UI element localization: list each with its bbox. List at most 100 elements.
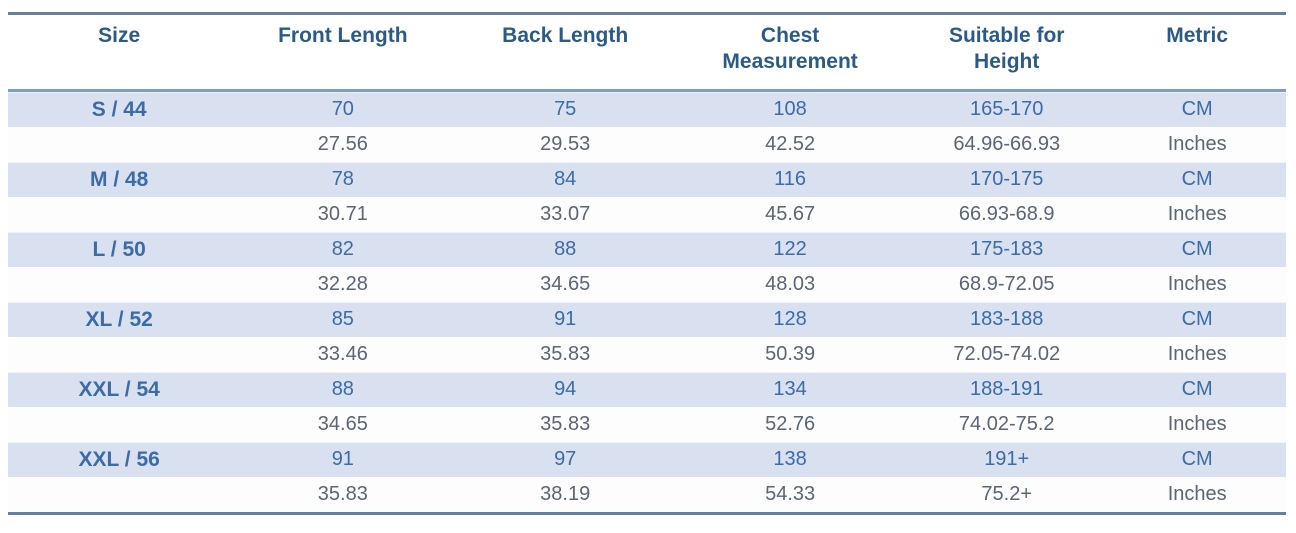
size-cell	[8, 127, 231, 162]
cell-front-length: 34.65	[230, 407, 456, 442]
cell-chest-measurement: 116	[675, 162, 906, 197]
cell-chest-measurement: 138	[675, 442, 906, 477]
cell-suitable-height: 175-183	[905, 232, 1109, 267]
size-cell: XXL / 54	[8, 372, 231, 407]
cell-metric: CM	[1108, 162, 1286, 197]
cell-back-length: 33.07	[455, 197, 676, 232]
header-row: Size Front Length Back Length Chest Measure…	[8, 13, 1286, 92]
size-chart-table: Size Front Length Back Length Chest Measure…	[8, 12, 1286, 515]
column-header-label: Metric	[1166, 24, 1229, 47]
column-header-chest-measurement: Chest Measurement	[675, 13, 906, 92]
column-header-size: Size	[8, 13, 231, 92]
size-cell	[8, 477, 231, 514]
cell-back-length: 75	[455, 90, 676, 127]
cell-metric: CM	[1108, 90, 1286, 127]
cell-back-length: 35.83	[455, 337, 676, 372]
cell-metric: Inches	[1108, 337, 1286, 372]
cell-back-length: 88	[455, 232, 676, 267]
column-header-label: Size	[98, 24, 141, 47]
size-cell: S / 44	[8, 90, 231, 127]
size-cell: XL / 52	[8, 302, 231, 337]
column-header-back-length: Back Length	[455, 13, 676, 92]
cell-back-length: 34.65	[455, 267, 676, 302]
size-cell: L / 50	[8, 232, 231, 267]
cell-metric: CM	[1108, 232, 1286, 267]
cell-metric: CM	[1108, 442, 1286, 477]
cell-front-length: 35.83	[230, 477, 456, 514]
table-row-cm-10: XXL / 56 91 97 138 191+ CM	[8, 442, 1286, 477]
column-header-front-length: Front Length	[230, 13, 456, 92]
cell-back-length: 94	[455, 372, 676, 407]
cell-suitable-height: 183-188	[905, 302, 1109, 337]
size-cell	[8, 267, 231, 302]
size-cell: M / 48	[8, 162, 231, 197]
cell-front-length: 88	[230, 372, 456, 407]
cell-metric: CM	[1108, 372, 1286, 407]
cell-chest-measurement: 52.76	[675, 407, 906, 442]
size-chart: Size Front Length Back Length Chest Measure…	[8, 12, 1286, 515]
cell-suitable-height: 170-175	[905, 162, 1109, 197]
cell-suitable-height: 191+	[905, 442, 1109, 477]
column-header-label: Chest Measurement	[722, 24, 858, 74]
cell-suitable-height: 165-170	[905, 90, 1109, 127]
column-header-label: Front Length	[278, 24, 408, 47]
cell-front-length: 85	[230, 302, 456, 337]
cell-chest-measurement: 122	[675, 232, 906, 267]
cell-back-length: 91	[455, 302, 676, 337]
column-header-label: Back Length	[502, 24, 629, 47]
cell-back-length: 97	[455, 442, 676, 477]
table-row-inches-1: 27.56 29.53 42.52 64.96-66.93 Inches	[8, 127, 1286, 162]
cell-back-length: 29.53	[455, 127, 676, 162]
cell-metric: Inches	[1108, 127, 1286, 162]
cell-back-length: 35.83	[455, 407, 676, 442]
cell-suitable-height: 64.96-66.93	[905, 127, 1109, 162]
size-cell	[8, 337, 231, 372]
cell-chest-measurement: 48.03	[675, 267, 906, 302]
cell-back-length: 38.19	[455, 477, 676, 514]
cell-back-length: 84	[455, 162, 676, 197]
cell-suitable-height: 66.93-68.9	[905, 197, 1109, 232]
table-row-inches-3: 30.71 33.07 45.67 66.93-68.9 Inches	[8, 197, 1286, 232]
cell-front-length: 27.56	[230, 127, 456, 162]
cell-chest-measurement: 42.52	[675, 127, 906, 162]
cell-front-length: 32.28	[230, 267, 456, 302]
table-row-cm-8: XXL / 54 88 94 134 188-191 CM	[8, 372, 1286, 407]
table-row-inches-7: 33.46 35.83 50.39 72.05-74.02 Inches	[8, 337, 1286, 372]
cell-suitable-height: 75.2+	[905, 477, 1109, 514]
cell-suitable-height: 188-191	[905, 372, 1109, 407]
cell-chest-measurement: 54.33	[675, 477, 906, 514]
size-cell	[8, 197, 231, 232]
size-cell: XXL / 56	[8, 442, 231, 477]
table-row-inches-11: 35.83 38.19 54.33 75.2+ Inches	[8, 477, 1286, 514]
cell-chest-measurement: 45.67	[675, 197, 906, 232]
table-row-cm-6: XL / 52 85 91 128 183-188 CM	[8, 302, 1286, 337]
cell-suitable-height: 74.02-75.2	[905, 407, 1109, 442]
cell-chest-measurement: 128	[675, 302, 906, 337]
cell-metric: Inches	[1108, 267, 1286, 302]
cell-front-length: 33.46	[230, 337, 456, 372]
table-row-inches-9: 34.65 35.83 52.76 74.02-75.2 Inches	[8, 407, 1286, 442]
cell-front-length: 78	[230, 162, 456, 197]
table-body: S / 44 70 75 108 165-170 CM 27.56 29.53 42.52 64.…	[8, 90, 1286, 514]
table-row-cm-0: S / 44 70 75 108 165-170 CM	[8, 90, 1286, 127]
table-header: Size Front Length Back Length Chest Measure…	[8, 13, 1286, 92]
cell-front-length: 91	[230, 442, 456, 477]
cell-chest-measurement: 134	[675, 372, 906, 407]
table-row-cm-4: L / 50 82 88 122 175-183 CM	[8, 232, 1286, 267]
cell-metric: Inches	[1108, 477, 1286, 514]
cell-front-length: 82	[230, 232, 456, 267]
table-row-inches-5: 32.28 34.65 48.03 68.9-72.05 Inches	[8, 267, 1286, 302]
table-row-cm-2: M / 48 78 84 116 170-175 CM	[8, 162, 1286, 197]
column-header-suitable-height: Suitable for Height	[905, 13, 1109, 92]
cell-front-length: 30.71	[230, 197, 456, 232]
cell-front-length: 70	[230, 90, 456, 127]
cell-chest-measurement: 108	[675, 90, 906, 127]
cell-chest-measurement: 50.39	[675, 337, 906, 372]
cell-metric: Inches	[1108, 407, 1286, 442]
cell-suitable-height: 68.9-72.05	[905, 267, 1109, 302]
column-header-label: Suitable for Height	[948, 24, 1065, 74]
cell-suitable-height: 72.05-74.02	[905, 337, 1109, 372]
column-header-metric: Metric	[1108, 13, 1286, 92]
cell-metric: CM	[1108, 302, 1286, 337]
cell-metric: Inches	[1108, 197, 1286, 232]
